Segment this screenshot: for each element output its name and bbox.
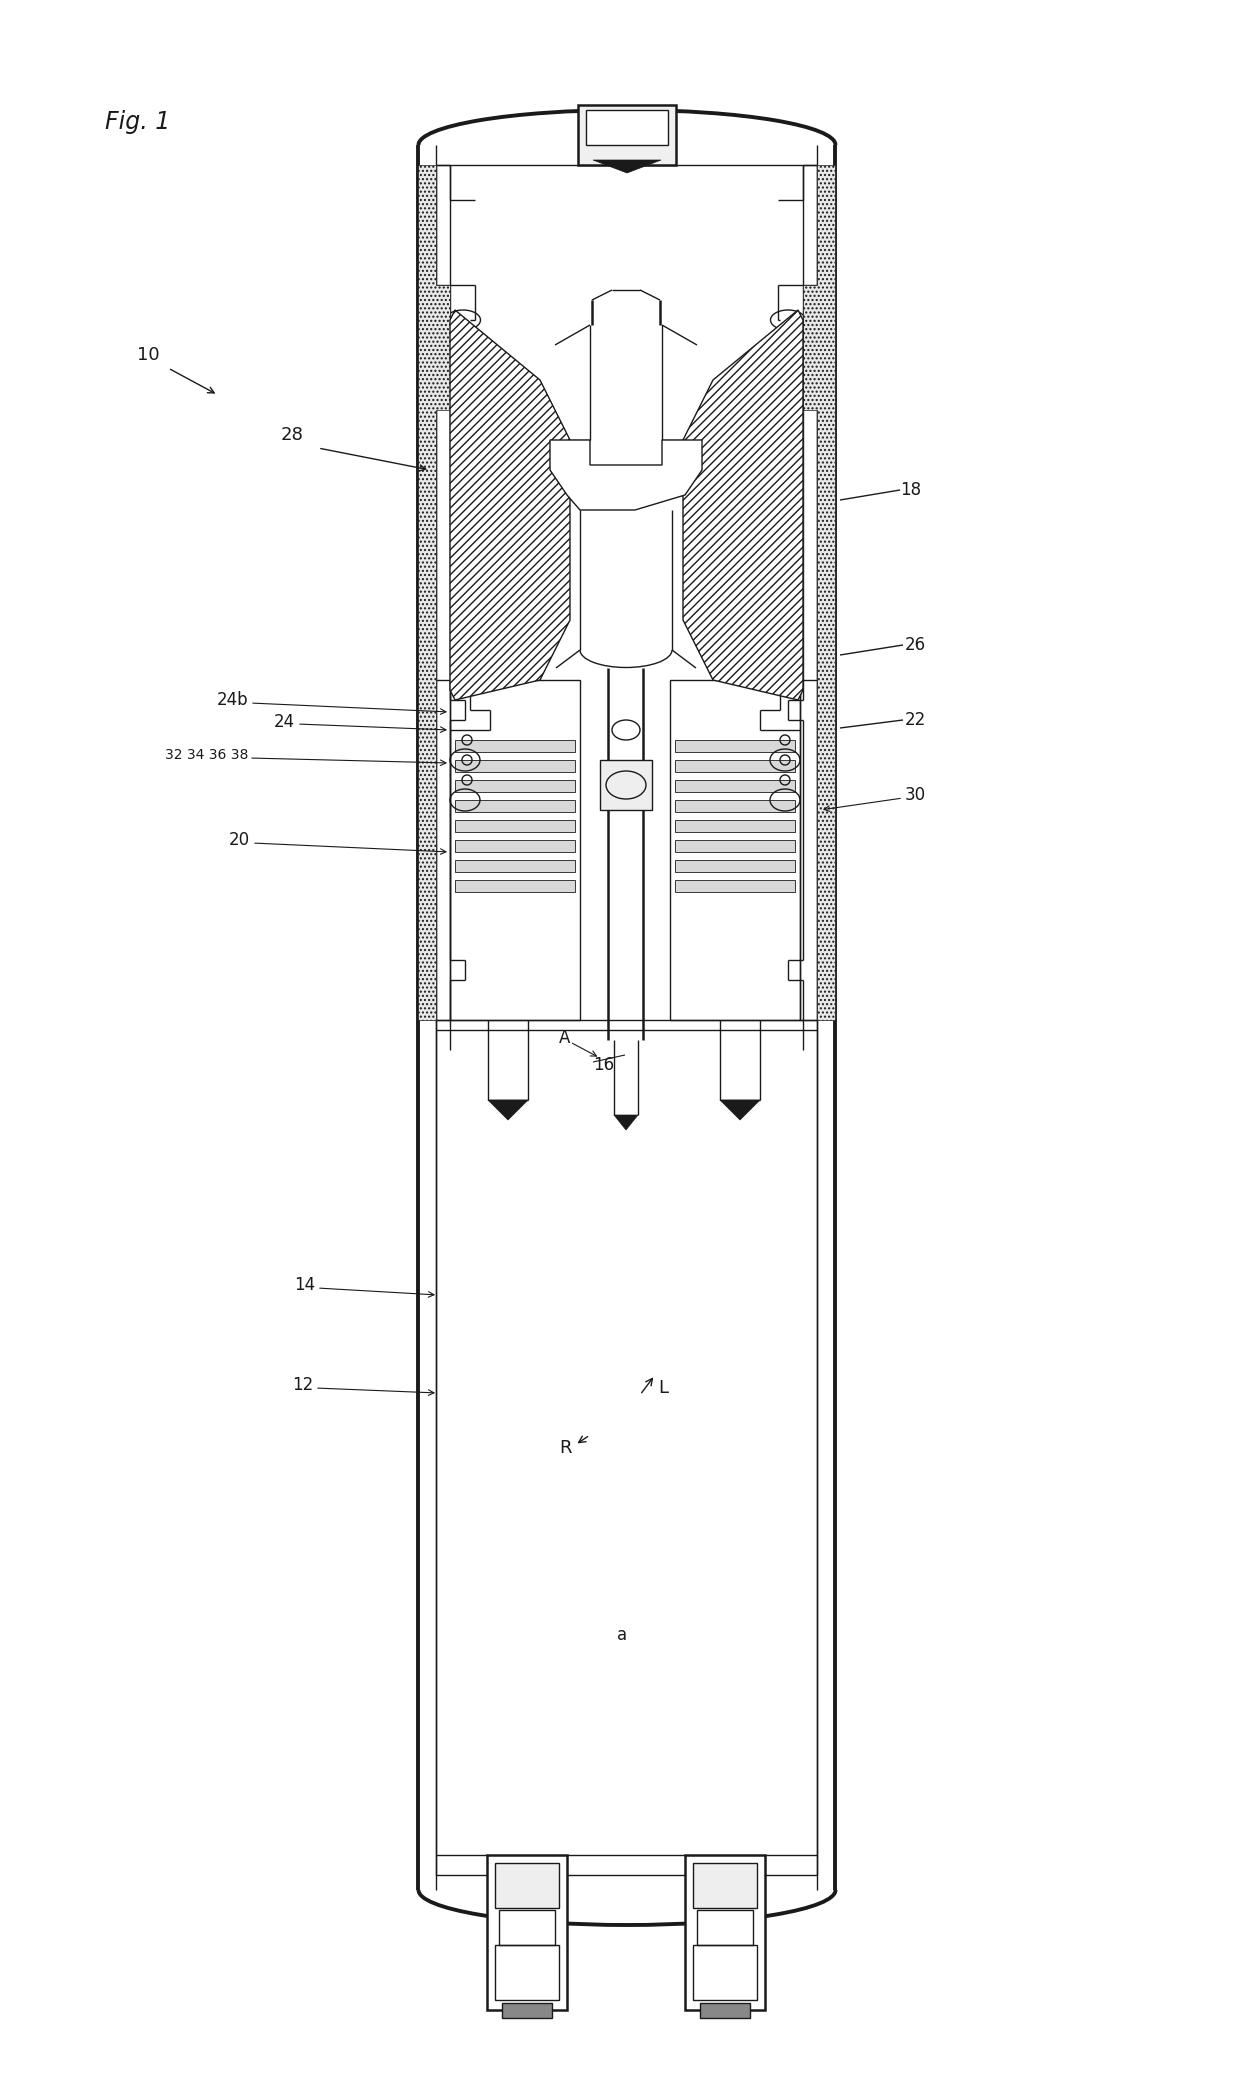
Text: Fig. 1: Fig. 1 [105, 110, 170, 135]
Text: R: R [559, 1439, 572, 1457]
Polygon shape [551, 440, 702, 511]
Bar [693, 1862, 756, 1908]
Bar [670, 681, 800, 1019]
Text: A: A [559, 1030, 570, 1046]
Text: 16: 16 [593, 1057, 614, 1073]
Bar [587, 110, 668, 145]
Text: 26: 26 [905, 635, 926, 654]
Bar [502, 2003, 552, 2018]
Bar [675, 859, 795, 872]
Bar [675, 880, 795, 893]
Bar [455, 841, 575, 851]
Bar [600, 760, 652, 810]
Bar [455, 739, 575, 752]
Bar [455, 799, 575, 812]
Text: 24b: 24b [216, 691, 248, 710]
Bar [455, 859, 575, 872]
Bar [455, 781, 575, 793]
Bar [684, 1856, 765, 2010]
Bar [455, 880, 575, 893]
Bar [675, 820, 795, 832]
Polygon shape [720, 1100, 760, 1119]
Bar [498, 1910, 556, 1945]
Text: 24: 24 [274, 712, 295, 731]
Bar [675, 799, 795, 812]
Polygon shape [683, 309, 804, 700]
Text: 28: 28 [280, 426, 304, 444]
Bar [693, 1945, 756, 1999]
Text: 18: 18 [900, 482, 921, 498]
Bar [675, 841, 795, 851]
Polygon shape [489, 1100, 528, 1119]
Polygon shape [800, 409, 804, 681]
Text: 32 34 36 38: 32 34 36 38 [165, 747, 248, 762]
Bar [495, 1945, 559, 1999]
Bar [455, 820, 575, 832]
Bar [487, 1856, 567, 2010]
Polygon shape [614, 1115, 639, 1129]
Polygon shape [593, 160, 661, 172]
Bar [697, 1910, 753, 1945]
Bar [675, 760, 795, 772]
Polygon shape [804, 164, 835, 1019]
Bar [701, 2003, 750, 2018]
Bar [675, 781, 795, 793]
Bar [450, 681, 580, 1019]
Text: 30: 30 [905, 787, 926, 803]
Bar [455, 760, 575, 772]
Text: a: a [618, 1626, 627, 1644]
Bar [578, 106, 676, 164]
Bar [675, 739, 795, 752]
Text: 12: 12 [291, 1376, 312, 1393]
Text: 20: 20 [229, 830, 250, 849]
Polygon shape [418, 164, 450, 1019]
Polygon shape [450, 309, 570, 700]
Bar [495, 1862, 559, 1908]
Text: L: L [658, 1378, 668, 1397]
Text: 14: 14 [294, 1277, 315, 1293]
Text: 10: 10 [136, 347, 159, 363]
Text: 22: 22 [905, 710, 926, 729]
